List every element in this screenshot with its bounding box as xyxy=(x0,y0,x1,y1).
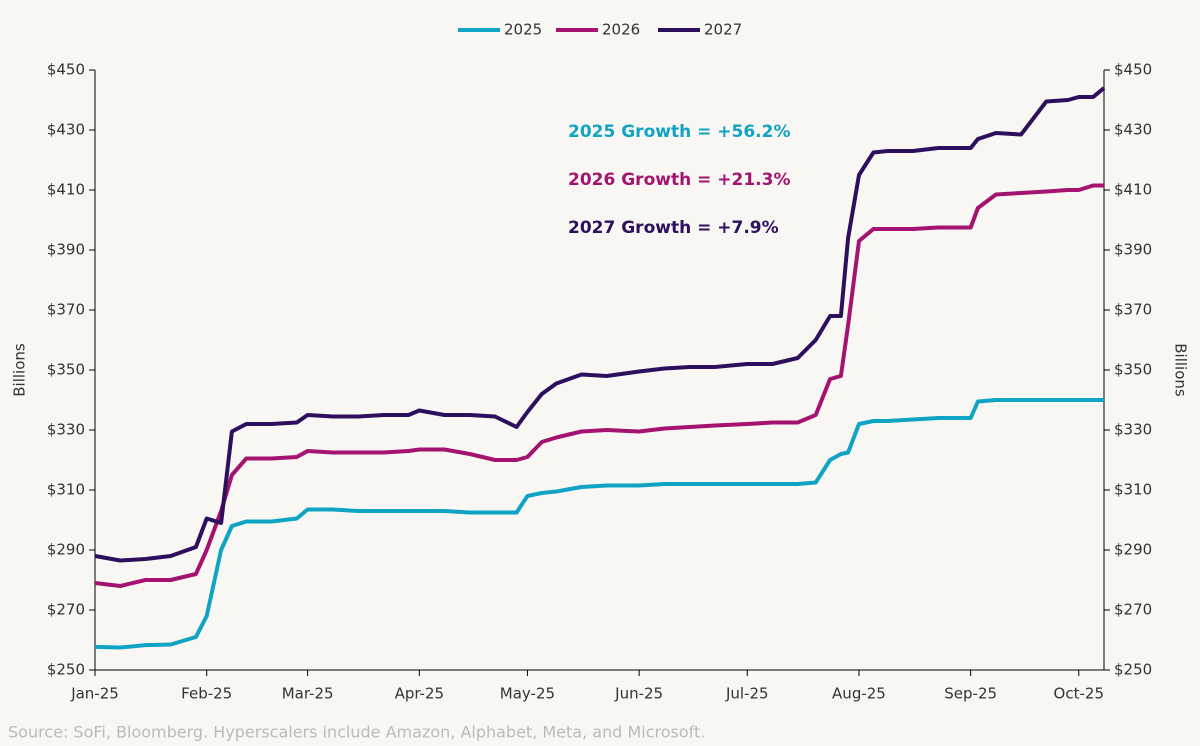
annotation: 2026 Growth = +21.3% xyxy=(568,170,791,190)
x-tick-label: Sep-25 xyxy=(944,685,997,703)
y-tick-label: $430 xyxy=(47,121,85,139)
y2-tick-label: $310 xyxy=(1114,481,1152,499)
y-tick-label: $310 xyxy=(47,481,85,499)
y2-tick-label: $430 xyxy=(1114,121,1152,139)
legend-label: 2027 xyxy=(704,21,742,39)
y-tick-label: $270 xyxy=(47,601,85,619)
x-tick-label: Feb-25 xyxy=(181,685,232,703)
y2-tick-label: $370 xyxy=(1114,301,1152,319)
y-tick-label: $330 xyxy=(47,421,85,439)
x-tick-label: May-25 xyxy=(500,685,555,703)
y2-tick-label: $450 xyxy=(1114,61,1152,79)
annotation: 2025 Growth = +56.2% xyxy=(568,122,791,142)
y2-tick-label: $330 xyxy=(1114,421,1152,439)
x-tick-label: Jun-25 xyxy=(614,685,663,703)
y2-axis-label: Billions xyxy=(1172,343,1190,397)
y-tick-label: $410 xyxy=(47,181,85,199)
y2-tick-label: $250 xyxy=(1114,661,1152,679)
y-tick-label: $450 xyxy=(47,61,85,79)
legend-label: 2025 xyxy=(504,21,542,39)
series-line xyxy=(94,86,1106,563)
x-tick-label: Aug-25 xyxy=(832,685,886,703)
y2-tick-label: $270 xyxy=(1114,601,1152,619)
source-note: Source: SoFi, Bloomberg. Hyperscalers in… xyxy=(8,723,705,742)
y2-tick-label: $410 xyxy=(1114,181,1152,199)
y2-tick-label: $290 xyxy=(1114,541,1152,559)
y2-tick-label: $350 xyxy=(1114,361,1152,379)
x-tick-label: Mar-25 xyxy=(282,685,334,703)
legend-label: 2026 xyxy=(602,21,640,39)
x-tick-label: Oct-25 xyxy=(1054,685,1104,703)
x-tick-label: Jul-25 xyxy=(725,685,769,703)
y2-tick-label: $390 xyxy=(1114,241,1152,259)
y-axis-label: Billions xyxy=(11,343,29,397)
x-tick-label: Jan-25 xyxy=(70,685,119,703)
y-tick-label: $390 xyxy=(47,241,85,259)
y-tick-label: $370 xyxy=(47,301,85,319)
annotation: 2027 Growth = +7.9% xyxy=(568,218,779,238)
series-line xyxy=(94,398,1104,650)
series-line xyxy=(94,183,1104,588)
y-tick-label: $250 xyxy=(47,661,85,679)
x-tick-label: Apr-25 xyxy=(395,685,445,703)
y-tick-label: $350 xyxy=(47,361,85,379)
y-tick-label: $290 xyxy=(47,541,85,559)
